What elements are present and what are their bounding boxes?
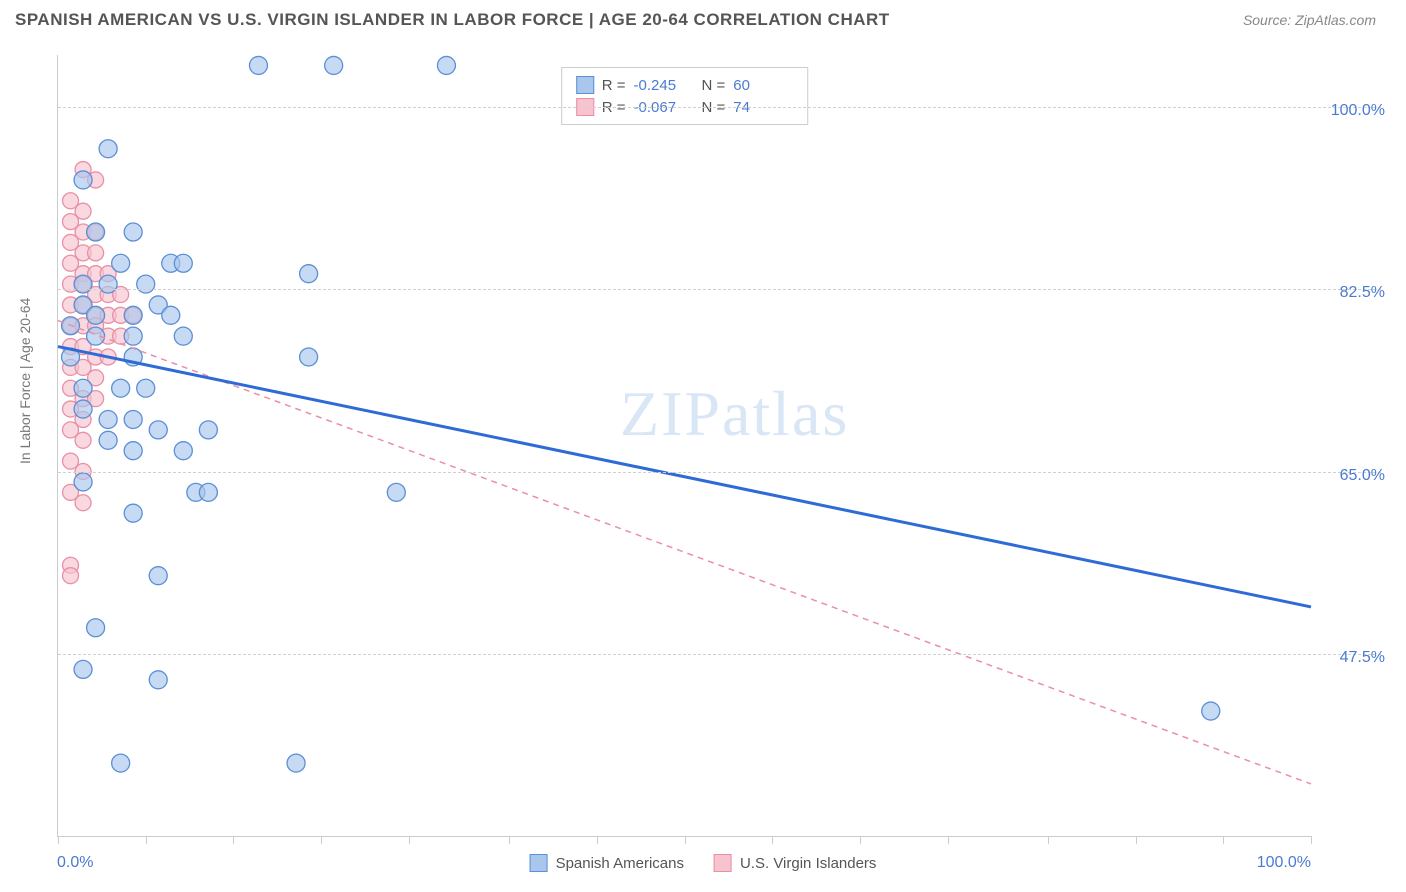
n-label: N =: [702, 77, 726, 94]
scatter-point: [325, 56, 343, 74]
scatter-point: [199, 421, 217, 439]
x-tick: [233, 836, 234, 844]
scatter-point: [75, 432, 91, 448]
r-label: R =: [602, 77, 626, 94]
scatter-point: [99, 275, 117, 293]
scatter-point: [199, 483, 217, 501]
scatter-point: [124, 504, 142, 522]
header: SPANISH AMERICAN VS U.S. VIRGIN ISLANDER…: [0, 0, 1406, 40]
y-axis-label: In Labor Force | Age 20-64: [17, 297, 33, 463]
scatter-point: [149, 421, 167, 439]
x-tick: [772, 836, 773, 844]
x-tick: [685, 836, 686, 844]
scatter-point: [124, 442, 142, 460]
scatter-point: [149, 567, 167, 585]
legend-swatch: [714, 854, 732, 872]
scatter-point: [74, 473, 92, 491]
scatter-point: [137, 379, 155, 397]
scatter-point: [137, 275, 155, 293]
scatter-point: [174, 442, 192, 460]
scatter-point: [300, 348, 318, 366]
gridline: [58, 289, 1381, 290]
plot-area: ZIPatlas R =-0.245N =60R =-0.067N =74: [57, 55, 1311, 837]
legend-item: U.S. Virgin Islanders: [714, 854, 876, 872]
scatter-point: [124, 306, 142, 324]
scatter-point: [287, 754, 305, 772]
r-value: -0.245: [634, 77, 694, 94]
scatter-point: [63, 568, 79, 584]
gridline: [58, 654, 1381, 655]
scatter-point: [174, 254, 192, 272]
scatter-point: [88, 245, 104, 261]
scatter-point: [124, 223, 142, 241]
scatter-point: [87, 223, 105, 241]
scatter-point: [74, 171, 92, 189]
x-tick: [1136, 836, 1137, 844]
scatter-point: [174, 327, 192, 345]
legend-swatch: [530, 854, 548, 872]
y-tick-label: 100.0%: [1331, 102, 1385, 120]
legend-row: R = -0.245 N = 60: [576, 74, 794, 96]
x-tick: [146, 836, 147, 844]
plot-svg: [58, 55, 1311, 836]
x-tick: [321, 836, 322, 844]
scatter-point: [74, 379, 92, 397]
chart-title: SPANISH AMERICAN VS U.S. VIRGIN ISLANDER…: [15, 10, 890, 30]
scatter-point: [124, 410, 142, 428]
x-tick: [1223, 836, 1224, 844]
x-tick: [1048, 836, 1049, 844]
x-tick: [597, 836, 598, 844]
x-axis-max-label: 100.0%: [1257, 854, 1311, 872]
scatter-point: [387, 483, 405, 501]
legend-swatch: [576, 76, 594, 94]
legend-item: Spanish Americans: [530, 854, 684, 872]
x-axis-min-label: 0.0%: [57, 854, 93, 872]
x-tick: [409, 836, 410, 844]
scatter-point: [87, 619, 105, 637]
source-label: Source: ZipAtlas.com: [1243, 12, 1376, 28]
x-tick: [948, 836, 949, 844]
legend-label: U.S. Virgin Islanders: [740, 855, 876, 872]
y-tick-label: 82.5%: [1340, 284, 1385, 302]
n-value: 60: [733, 77, 793, 94]
scatter-point: [249, 56, 267, 74]
scatter-point: [112, 379, 130, 397]
scatter-point: [112, 254, 130, 272]
y-tick-label: 65.0%: [1340, 467, 1385, 485]
trend-line: [58, 347, 1311, 607]
x-tick: [1311, 836, 1312, 844]
y-tick-label: 47.5%: [1340, 649, 1385, 667]
scatter-point: [74, 400, 92, 418]
chart-container: In Labor Force | Age 20-64 ZIPatlas R =-…: [15, 45, 1391, 882]
scatter-point: [162, 306, 180, 324]
scatter-point: [149, 671, 167, 689]
correlation-legend: R =-0.245N =60R =-0.067N =74: [561, 67, 809, 125]
scatter-point: [75, 495, 91, 511]
gridline: [58, 107, 1381, 108]
scatter-point: [300, 265, 318, 283]
scatter-point: [74, 275, 92, 293]
series-legend: Spanish Americans U.S. Virgin Islanders: [530, 854, 877, 872]
scatter-point: [99, 431, 117, 449]
scatter-point: [99, 410, 117, 428]
x-tick: [58, 836, 59, 844]
scatter-point: [99, 140, 117, 158]
legend-label: Spanish Americans: [556, 855, 684, 872]
scatter-point: [74, 660, 92, 678]
x-tick: [509, 836, 510, 844]
x-tick: [860, 836, 861, 844]
scatter-point: [124, 327, 142, 345]
scatter-point: [437, 56, 455, 74]
trend-line: [58, 321, 1311, 784]
scatter-point: [112, 754, 130, 772]
gridline: [58, 472, 1381, 473]
scatter-point: [87, 306, 105, 324]
scatter-point: [1202, 702, 1220, 720]
